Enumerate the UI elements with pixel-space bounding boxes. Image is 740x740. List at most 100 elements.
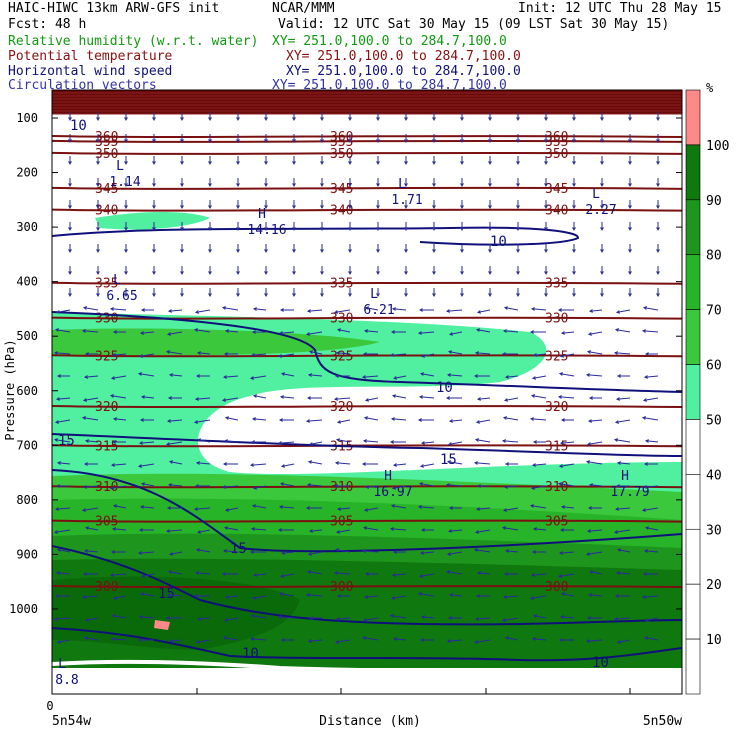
circulation-vector [253, 395, 267, 399]
theta-contour-label: 305 [330, 515, 353, 530]
vector-arrowhead [56, 640, 62, 644]
vector-arrowhead [363, 329, 368, 333]
vector-arrowhead [628, 205, 632, 210]
vector-arrowhead [84, 526, 90, 530]
vector-arrowhead [249, 376, 254, 380]
vector-arrowhead [418, 395, 423, 399]
vector-arrowhead [530, 307, 535, 311]
circulation-vector [85, 617, 99, 621]
vector-arrowhead [292, 139, 296, 144]
vector-arrowhead [474, 617, 479, 621]
vector-arrowhead [404, 271, 408, 276]
vector-arrowhead [224, 416, 230, 420]
vector-arrowhead [615, 571, 620, 575]
circulation-vector [643, 397, 659, 401]
circulation-vector [307, 309, 323, 312]
vector-arrowhead [476, 397, 481, 401]
circulation-vector [168, 571, 183, 575]
vector-arrowhead [53, 530, 58, 534]
circulation-vector [533, 528, 547, 531]
vector-arrowhead [502, 508, 508, 512]
vector-arrowhead [600, 227, 604, 232]
vector-arrowhead [419, 372, 425, 376]
circulation-vector [83, 307, 99, 311]
vector-arrowhead [503, 572, 508, 576]
vector-arrowhead [418, 574, 424, 578]
vector-arrowhead [348, 205, 352, 210]
circulation-vector [250, 375, 267, 379]
theta-contour-label: 305 [95, 515, 118, 530]
vector-arrowhead [557, 574, 562, 578]
vector-arrowhead [642, 485, 647, 489]
vector-arrowhead [404, 293, 408, 298]
y-tick-label: 800 [16, 493, 38, 507]
circulation-vector [111, 463, 127, 466]
vector-arrowhead [656, 161, 660, 166]
circulation-vector [363, 440, 379, 443]
vector-arrowhead [138, 528, 143, 532]
vector-arrowhead [615, 397, 620, 401]
vector-arrowhead [84, 439, 89, 443]
theta-contour-label: 345 [545, 182, 568, 197]
vector-arrowhead [532, 527, 537, 531]
vector-arrowhead [473, 548, 478, 552]
vector-arrowhead [224, 329, 229, 333]
vector-arrowhead [333, 484, 338, 488]
circulation-vector [253, 573, 267, 576]
field-rh-xy: XY= 251.0,100.0 to 284.7,100.0 [272, 34, 507, 49]
vector-arrowhead [264, 161, 268, 166]
vector-arrowhead [559, 528, 564, 532]
vector-arrowhead [83, 549, 88, 553]
y-tick-label: 1000 [9, 602, 38, 616]
vector-arrowhead [166, 332, 172, 336]
circulation-vector [167, 331, 183, 335]
vector-arrowhead [363, 416, 369, 420]
vector-arrowhead [572, 117, 576, 122]
vector-arrowhead [140, 574, 146, 578]
circulation-vector [392, 395, 407, 399]
y-tick-label: 300 [16, 220, 38, 234]
colorbar-label: 100 [706, 139, 729, 154]
vector-arrowhead [306, 396, 311, 400]
vector-arrowhead [615, 484, 620, 488]
rh-region-90-dark [52, 576, 300, 650]
circulation-vector [195, 309, 211, 313]
vector-arrowhead [572, 161, 576, 166]
vector-arrowhead [420, 615, 425, 619]
vector-arrowhead [152, 271, 156, 276]
extremum-value: 2.27 [585, 203, 616, 218]
vector-arrowhead [641, 508, 646, 512]
vector-arrowhead [614, 507, 619, 511]
circulation-vector [56, 397, 71, 400]
theta-contour [52, 316, 682, 320]
vector-arrowhead [223, 352, 228, 356]
circulation-vector [505, 550, 519, 553]
vector-arrowhead [488, 249, 492, 254]
vector-arrowhead [420, 528, 425, 532]
vector-arrowhead [251, 330, 256, 334]
vector-arrowhead [251, 417, 256, 421]
circulation-vector [57, 549, 71, 553]
theta-contour-label: 300 [95, 580, 118, 595]
circulation-vector [615, 329, 631, 333]
theta-contour-label: 310 [330, 480, 353, 495]
circulation-vector [194, 419, 211, 423]
vector-arrowhead [532, 614, 538, 618]
circulation-vector [279, 331, 295, 334]
vector-arrowhead [557, 482, 562, 486]
circulation-vector [617, 639, 631, 643]
vector-arrowhead [558, 551, 563, 555]
field-wind-name: Horizontal wind speed [8, 64, 173, 79]
vector-arrowhead [558, 372, 564, 376]
vector-arrowhead [208, 161, 212, 166]
vector-arrowhead [628, 161, 632, 166]
vector-arrowhead [96, 205, 100, 210]
rh-region-upper-moist [95, 212, 210, 230]
vector-arrowhead [600, 271, 604, 276]
circulation-vector [250, 638, 267, 641]
vector-arrowhead [600, 249, 604, 254]
circulation-vector [250, 463, 267, 466]
vector-arrowhead [474, 351, 479, 355]
circulation-vector [420, 463, 435, 467]
field-vectors-name: Circulation vectors [8, 78, 157, 93]
